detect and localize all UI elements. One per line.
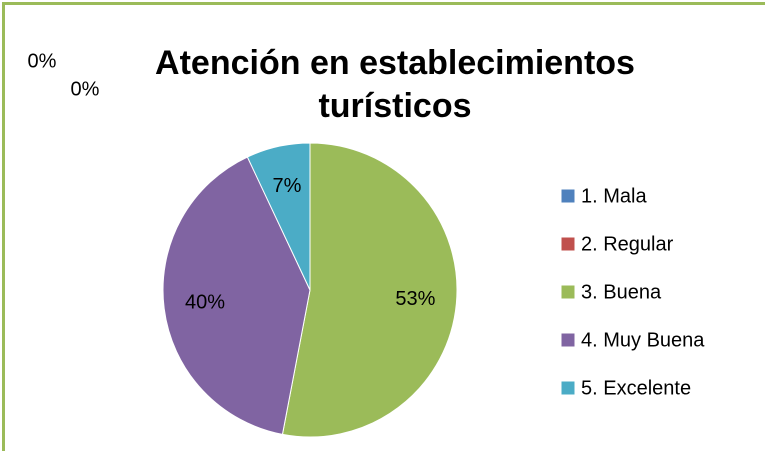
chart-title: Atención en establecimientos turísticos xyxy=(155,44,635,125)
legend-label: 1. Mala xyxy=(581,185,647,207)
data-label: 40% xyxy=(185,292,225,314)
data-label: 0% xyxy=(71,78,100,100)
legend-swatch xyxy=(560,284,576,300)
legend-swatch xyxy=(560,236,576,252)
data-label: 0% xyxy=(28,50,57,72)
legend-swatch xyxy=(560,380,576,396)
legend-label: 3. Buena xyxy=(581,281,662,303)
pie-slice xyxy=(246,142,311,291)
data-label: 53% xyxy=(395,288,435,310)
legend-swatch xyxy=(560,188,576,204)
legend-label: 2. Regular xyxy=(581,233,674,255)
legend-label: 4. Muy Buena xyxy=(581,329,705,351)
pie-slice xyxy=(281,142,458,438)
pie-slice xyxy=(162,156,311,435)
legend-label: 5. Excelente xyxy=(581,377,691,399)
data-label: 7% xyxy=(272,175,301,197)
legend-swatch xyxy=(560,332,576,348)
